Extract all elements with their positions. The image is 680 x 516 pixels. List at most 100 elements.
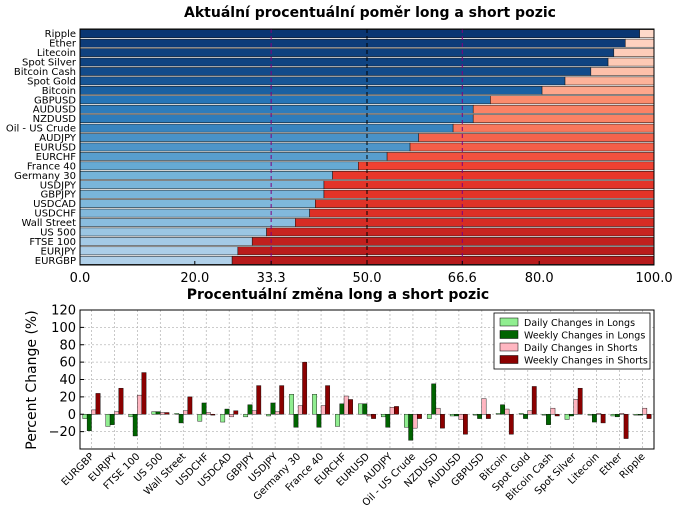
short-bar-ether (625, 38, 655, 48)
change-bar (335, 414, 340, 427)
change-bar (348, 399, 353, 415)
short-bar-gbpjpy (323, 189, 655, 199)
long-bar-gbpjpy (79, 189, 325, 199)
long-bar-ripple (79, 29, 640, 39)
change-bar (454, 414, 460, 417)
long-bar-us-500 (79, 227, 267, 237)
change-bar (362, 403, 368, 415)
change-bar (587, 414, 593, 416)
short-bar-oil-us-crude (452, 123, 655, 133)
change-bar (564, 414, 570, 420)
top-chart-x-ticks: 0.0 20.0 33.3 50.0 66.6 80.0 100.0 (70, 261, 673, 286)
short-bar-bitcoin-cash (590, 67, 655, 76)
legend-swatch (499, 317, 519, 327)
y-tick-label: −20 (49, 425, 76, 440)
change-bar (224, 408, 230, 415)
change-bar (646, 414, 652, 419)
change-bar (82, 414, 88, 419)
legend-label: Weekly Changes in Shorts (524, 356, 648, 367)
category-label: Spot Silver (22, 58, 77, 69)
short-bar-germany-30 (332, 171, 655, 180)
category-label: Oil - US Crude (6, 124, 76, 135)
change-bar (270, 402, 276, 415)
long-bar-eurusd (79, 142, 411, 152)
legend-swatch (499, 330, 519, 339)
long-bar-germany-30 (79, 171, 333, 180)
short-bar-nzdusd (472, 114, 655, 123)
x-tick-label: 80.0 (525, 271, 554, 286)
change-bar (279, 385, 285, 415)
change-bar (431, 383, 437, 415)
change-bar (577, 387, 583, 415)
change-bar (243, 414, 249, 418)
change-bar (485, 414, 491, 419)
change-bar (417, 414, 422, 419)
category-label: Bitcoin Cash (14, 67, 76, 78)
change-bar (220, 414, 226, 423)
change-bar (183, 410, 188, 415)
category-label: EURJPY (41, 246, 77, 257)
change-bar (408, 414, 414, 441)
change-bar (201, 402, 207, 415)
change-bar (642, 407, 648, 415)
change-bar (343, 395, 349, 415)
legend-label: Daily Changes in Longs (524, 318, 635, 329)
short-bar-ripple (639, 29, 655, 39)
legend-label: Weekly Changes in Longs (524, 331, 645, 342)
category-label: EURUSD (34, 143, 76, 154)
category-label: USDCAD (33, 199, 76, 210)
category-label: USDJPY (40, 180, 77, 191)
change-bar (500, 404, 505, 415)
y-tick-label: 0 (68, 408, 76, 423)
category-label: NZDUSD (33, 114, 77, 125)
change-bar (114, 411, 120, 415)
change-bar (554, 414, 560, 417)
change-bar (385, 414, 391, 428)
x-tick-label: 50.0 (353, 271, 382, 286)
short-bar-audusd (472, 104, 655, 114)
change-bar (251, 410, 257, 415)
change-bar (569, 414, 574, 417)
change-bar (541, 414, 547, 416)
change-bar (247, 404, 253, 415)
short-bar-eurchf (386, 152, 655, 161)
change-bar (95, 393, 101, 415)
category-label: Ether (49, 39, 77, 50)
y-tick-label: 60 (59, 356, 76, 371)
long-bar-usdjpy (79, 180, 325, 190)
change-bar (91, 409, 97, 415)
change-bar (210, 414, 216, 416)
change-bar (573, 399, 579, 415)
short-bar-eurusd (409, 142, 655, 152)
change-bar (178, 414, 184, 424)
x-tick-label: 66.6 (448, 271, 477, 286)
change-bar (105, 414, 111, 427)
change-bar (320, 405, 326, 415)
change-bar (164, 412, 170, 415)
bottom-chart-bars (82, 361, 652, 441)
change-bar (109, 414, 115, 425)
bottom-chart-legend: Daily Changes in Longs Weekly Changes in … (493, 312, 651, 370)
change-bar (118, 387, 124, 415)
long-bar-usdchf (79, 208, 310, 218)
category-label: AUDUSD (33, 105, 77, 116)
category-label: USDCHF (34, 209, 76, 220)
short-bar-eurjpy (237, 246, 655, 256)
category-label: Spot Gold (27, 76, 76, 87)
top-chart-title: Aktuální procentuální poměr long a short… (184, 5, 556, 21)
legend-label: Daily Changes in Shorts (524, 343, 638, 354)
short-bar-usdcad (315, 199, 655, 208)
short-bar-spot-gold (564, 76, 655, 86)
short-bar-us-500 (266, 227, 655, 237)
change-bar (449, 414, 455, 417)
x-tick-label: 33.3 (257, 271, 286, 286)
change-bar (463, 414, 468, 435)
legend-swatch (499, 355, 519, 364)
change-bar (389, 407, 395, 415)
category-label: Bitcoin (42, 86, 76, 97)
top-chart-reference-lines (270, 29, 463, 265)
long-bar-usdcad (79, 199, 316, 208)
change-bar (358, 403, 363, 415)
